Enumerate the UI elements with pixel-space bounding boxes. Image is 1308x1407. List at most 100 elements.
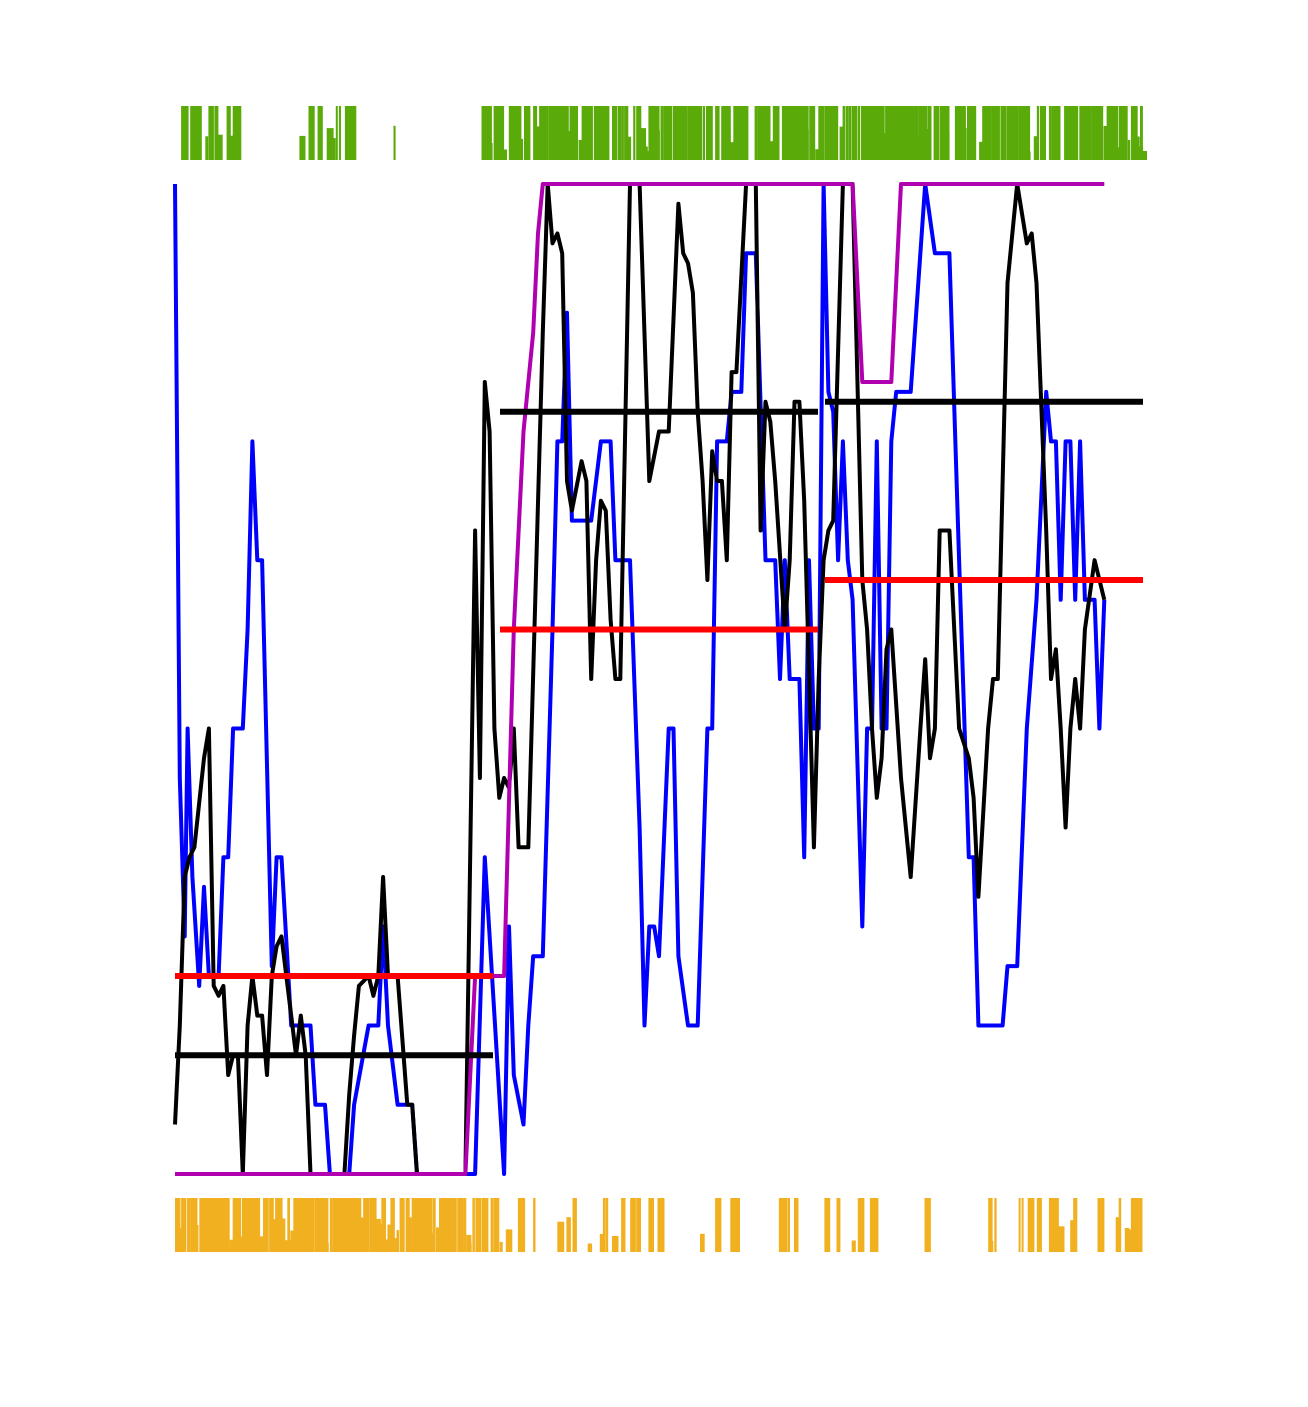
top-rug-tick <box>584 106 591 160</box>
top-rug-tick <box>1073 148 1076 160</box>
top-rug-tick <box>1121 133 1128 160</box>
top-rug-tick <box>727 129 731 160</box>
top-rug-tick <box>839 126 844 160</box>
top-rug-tick <box>1091 106 1098 160</box>
bottom-rug-tick <box>475 1198 479 1252</box>
bottom-rug-tick <box>648 1198 654 1252</box>
top-rug-tick <box>1042 106 1046 160</box>
top-rug-tick <box>226 106 231 160</box>
bottom-rug-tick <box>253 1198 259 1252</box>
top-rug-tick <box>1076 106 1079 160</box>
top-rug-tick <box>214 106 219 160</box>
bottom-rug-tick <box>269 1198 274 1252</box>
top-rug-tick <box>687 106 693 160</box>
bottom-rug-tick <box>375 1218 381 1252</box>
bottom-rug-tick <box>323 1198 329 1252</box>
bottom-rug-tick <box>226 1239 229 1252</box>
top-rug-tick <box>696 106 703 160</box>
top-rug-tick <box>621 106 624 160</box>
bottom-rug-tick <box>366 1198 370 1252</box>
top-rug-tick <box>1103 126 1109 160</box>
top-rug-tick <box>903 106 909 160</box>
top-rug-tick <box>1006 106 1012 160</box>
bottom-rug-tick <box>423 1198 430 1252</box>
top-rug-tick <box>1058 106 1061 160</box>
bottom-rug-tick <box>621 1198 626 1252</box>
bottom-rug-tick <box>1130 1198 1135 1252</box>
top-rug-tick <box>1055 106 1059 160</box>
top-rug-tick <box>1079 106 1085 160</box>
bottom-rug-tick <box>612 1236 619 1252</box>
top-rug-tick <box>924 129 930 160</box>
bottom-rug-tick <box>836 1198 841 1252</box>
top-rug-tick <box>912 106 919 160</box>
top-rug-tick <box>1143 151 1147 160</box>
bottom-rug-tick <box>238 1236 245 1252</box>
bottom-rug-tick <box>466 1234 472 1252</box>
top-rug-tick <box>663 106 668 160</box>
bottom-rug-tick <box>490 1198 494 1252</box>
top-rug-tick <box>193 106 198 160</box>
top-rug-tick <box>991 106 995 160</box>
top-rug-tick <box>348 106 355 160</box>
top-rug-tick <box>833 106 839 160</box>
top-rug-tick <box>936 106 940 160</box>
top-rug-tick <box>645 151 649 160</box>
top-rug-tick <box>1112 106 1119 160</box>
top-rug-tick <box>866 106 872 160</box>
bottom-rug-tick <box>1115 1217 1120 1252</box>
bottom-rug-tick <box>408 1217 412 1252</box>
bottom-rug-tick <box>700 1233 705 1252</box>
top-rug-tick <box>633 106 636 160</box>
bottom-rug-tick <box>190 1198 196 1252</box>
top-rug-tick <box>684 106 688 160</box>
top-rug-tick <box>490 143 493 160</box>
bottom-rug-tick <box>599 1233 606 1252</box>
bottom-rug-tick <box>1097 1198 1105 1252</box>
top-rug-tick <box>1140 106 1143 160</box>
top-rug-tick <box>639 128 647 160</box>
bottom-rug-tick <box>393 1238 398 1252</box>
top-rug-tick <box>196 106 202 160</box>
top-rug-tick <box>1036 106 1039 160</box>
bottom-rug-tick <box>499 1242 503 1252</box>
bottom-rug-tick <box>566 1217 571 1252</box>
bottom-rug-tick <box>405 1198 410 1252</box>
top-rug-tick <box>733 106 739 160</box>
top-rug-tick <box>208 106 214 160</box>
top-rug-tick <box>612 106 617 160</box>
top-rug-tick <box>1130 106 1138 160</box>
bottom-rug-tick <box>211 1198 216 1252</box>
top-rug-tick <box>496 106 502 160</box>
top-rug-tick <box>1118 106 1126 160</box>
bottom-rug-tick <box>232 1198 239 1252</box>
bottom-rug-tick <box>736 1198 739 1252</box>
bottom-rug-tick <box>478 1198 482 1252</box>
top-rug-tick <box>657 130 660 160</box>
bottom-rug-tick <box>378 1223 383 1252</box>
top-rug-tick <box>572 106 578 160</box>
bottom-rug-tick <box>411 1198 417 1252</box>
series-line-black <box>173 182 1107 1176</box>
top-rug-tick <box>205 136 209 160</box>
bottom-rug-tick <box>287 1198 290 1252</box>
bottom-rug-tick <box>256 1198 261 1252</box>
bottom-rug-tick <box>396 1230 400 1252</box>
top-rug-tick <box>848 106 852 160</box>
bottom-rug-tick <box>824 1198 831 1252</box>
bottom-rug-tick <box>335 1232 340 1252</box>
top-rug-tick <box>524 106 527 160</box>
top-rug-tick <box>648 106 654 160</box>
top-rug-tick <box>1127 140 1131 160</box>
top-rug-tick <box>1052 106 1057 160</box>
bottom-rug-tick <box>636 1198 641 1252</box>
top-rug-tick <box>763 106 771 160</box>
bottom-rug-tick <box>311 1198 315 1252</box>
top-rug-tick <box>739 106 745 160</box>
top-rug-tick <box>1000 106 1007 160</box>
bottom-rug-tick <box>991 1240 994 1252</box>
top-rug-tick <box>308 106 315 160</box>
top-rug-tick <box>909 106 915 160</box>
top-rug-tick <box>605 106 610 160</box>
bottom-rug-tick <box>272 1219 277 1252</box>
